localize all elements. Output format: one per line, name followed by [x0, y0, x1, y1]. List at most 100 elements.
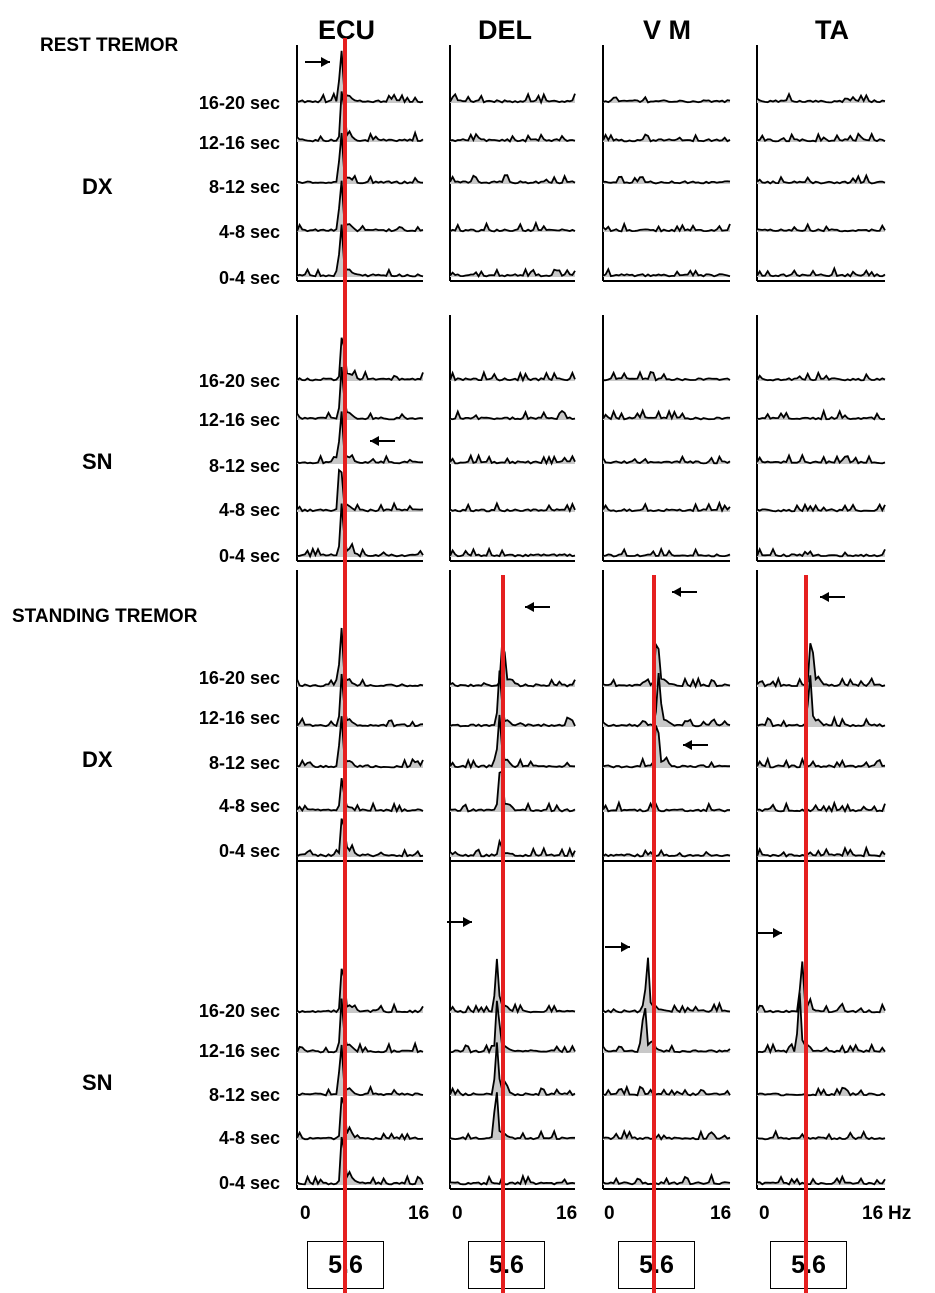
epoch-label: 8-12 sec: [208, 177, 280, 197]
spectrum-line: [449, 1092, 575, 1141]
spectrum-fill: [757, 992, 885, 1053]
spectrum-line: [449, 369, 576, 383]
spectrum-fill: [297, 224, 423, 277]
spectrum-line: [296, 224, 424, 278]
spectrum-line: [602, 454, 731, 465]
spectrum-line: [296, 998, 424, 1054]
peak-frequency-box: 5.6: [618, 1241, 695, 1289]
epoch-label: 12-16 sec: [198, 708, 280, 728]
spectrum-line: [449, 670, 576, 728]
spectrum-fill: [297, 50, 423, 103]
spectrum-fill: [450, 223, 575, 232]
spectrum-line: [296, 468, 424, 513]
column-header-ta: TA: [815, 15, 849, 45]
peak-frequency-box: 5.6: [770, 1241, 847, 1289]
epoch-label: 8-12 sec: [208, 753, 280, 773]
spectrum-line: [296, 1096, 424, 1142]
arrow-head: [463, 917, 472, 927]
x-tick-start: 0: [604, 1203, 615, 1224]
spectrum-line: [602, 725, 730, 769]
spectrum-line: [756, 845, 886, 858]
spectrum-line: [449, 1173, 576, 1186]
arrow-head: [621, 942, 630, 952]
spectrum-fill: [297, 818, 423, 857]
epoch-label: 12-16 sec: [198, 410, 280, 430]
spectrum-line: [602, 848, 731, 858]
spectrum-line: [602, 500, 731, 513]
side-label-dx-2: DX: [82, 747, 113, 772]
spectrum-line: [296, 627, 424, 688]
spectrum-line: [296, 716, 424, 769]
column-header-v-m: V M: [643, 15, 692, 45]
section-title-rest: REST TREMOR: [40, 35, 179, 56]
arrow-head: [773, 928, 782, 938]
spectrum-line: [449, 958, 576, 1015]
arrow-head: [525, 602, 534, 612]
epoch-label: 0-4 sec: [218, 268, 280, 288]
spectrum-fill: [603, 97, 730, 103]
peak-frequency-box: 5.6: [468, 1241, 545, 1289]
spectrum-fill: [450, 269, 575, 277]
epoch-label: 12-16 sec: [198, 133, 280, 153]
spectrum-line: [602, 1084, 731, 1097]
spectrum-line: [296, 1136, 424, 1186]
spectrum-line: [756, 370, 886, 382]
x-tick-start: 0: [452, 1203, 463, 1224]
spectrum-line: [602, 641, 731, 689]
spectrum-line: [602, 221, 731, 233]
spectrum-line: [602, 800, 730, 813]
x-tick-end: 16: [556, 1203, 578, 1224]
spectrum-fill: [757, 175, 885, 184]
spectrum-line: [296, 503, 424, 559]
arrow-head: [370, 436, 379, 446]
spectrum-line: [449, 173, 576, 185]
spectrum-line: [296, 411, 424, 465]
spectrum-fill: [603, 1008, 730, 1053]
column-header-del: DEL: [478, 15, 532, 45]
spectrum-line: [296, 968, 424, 1014]
spectrum-fill: [297, 778, 423, 812]
spectrum-line: [602, 1008, 731, 1054]
spectrum-fill: [450, 670, 575, 727]
arrow-head: [683, 740, 692, 750]
spectrum-fill: [757, 961, 885, 1013]
spectrum-line: [603, 175, 731, 185]
spectrum-line: [449, 267, 576, 279]
spectrum-fill: [450, 841, 575, 857]
spectrum-line: [449, 1042, 576, 1097]
epoch-label: 12-16 sec: [198, 1041, 280, 1061]
spectrum-fill: [297, 367, 423, 420]
spectrum-line: [756, 992, 886, 1055]
epoch-label: 0-4 sec: [218, 841, 280, 861]
spectrum-line: [602, 546, 731, 558]
spectrum-line: [296, 778, 424, 814]
spectrum-fill: [297, 674, 423, 727]
epoch-label: 16-20 sec: [198, 1001, 280, 1021]
epoch-label: 4-8 sec: [218, 796, 280, 816]
spectrum-line: [756, 546, 886, 558]
peak-frequency-box: 5.6: [307, 1241, 384, 1289]
arrow-head: [672, 587, 681, 597]
x-tick-end: 16: [862, 1203, 884, 1224]
epoch-label: 8-12 sec: [208, 1085, 280, 1105]
spectrum-line: [602, 267, 731, 278]
x-tick-end: 16: [408, 1203, 430, 1224]
spectrum-line: [449, 546, 576, 558]
spectrum-line: [296, 818, 424, 858]
spectrum-line: [602, 673, 731, 728]
spectrum-line: [449, 409, 576, 421]
spectrum-line: [756, 453, 886, 465]
spectrum-line: [756, 675, 886, 728]
spectrum-line: [450, 770, 576, 813]
epoch-label: 0-4 sec: [218, 546, 280, 566]
spectrum-line: [756, 1086, 886, 1097]
spectrum-line: [602, 957, 731, 1014]
epoch-label: 4-8 sec: [218, 1128, 280, 1148]
x-unit-label: Hz: [888, 1203, 912, 1224]
epoch-label: 16-20 sec: [198, 668, 280, 688]
spectrum-line: [756, 756, 886, 769]
spectrum-line: [756, 1129, 886, 1141]
spectrum-fill: [297, 968, 423, 1013]
